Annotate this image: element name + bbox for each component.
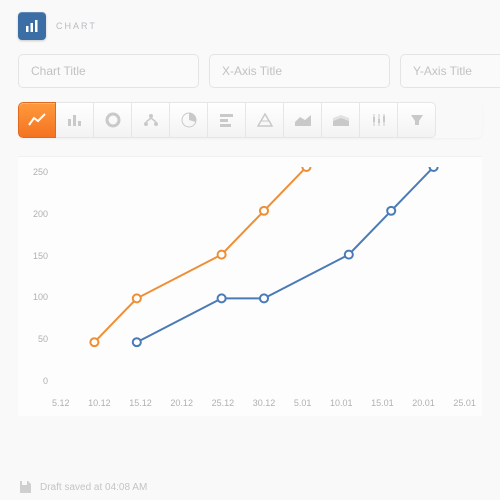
chart-type-hbar[interactable] <box>208 102 246 138</box>
y-tick: 250 <box>18 167 48 177</box>
x-tick: 5.01 <box>294 398 312 408</box>
chart-title-input[interactable] <box>18 54 199 88</box>
y-tick: 200 <box>18 209 48 219</box>
save-icon <box>18 480 32 494</box>
x-tick: 25.01 <box>453 398 476 408</box>
bar-chart-icon <box>67 113 83 127</box>
x-axis-title-input[interactable] <box>209 54 390 88</box>
chart-area: 250 200 150 100 50 0 5.12 10.12 15.12 20… <box>18 156 482 416</box>
plot-svg <box>52 167 476 386</box>
chart-type-hierarchy[interactable] <box>132 102 170 138</box>
x-tick: 20.01 <box>412 398 435 408</box>
y-tick: 50 <box>18 334 48 344</box>
chart-type-funnel[interactable] <box>398 102 436 138</box>
bars-icon <box>25 19 39 33</box>
chart-type-toolbar <box>18 102 482 138</box>
app-icon <box>18 12 46 40</box>
line-chart-icon <box>28 113 46 127</box>
footer: Draft saved at 04:08 AM <box>18 480 147 494</box>
donut-chart-icon <box>105 112 121 128</box>
status-text: Draft saved at 04:08 AM <box>40 482 147 493</box>
chart-type-bar[interactable] <box>56 102 94 138</box>
chart-type-donut[interactable] <box>94 102 132 138</box>
stacked-area-icon <box>332 113 350 127</box>
x-tick: 5.12 <box>52 398 70 408</box>
app-root: CHART <box>0 0 500 500</box>
x-tick: 30.12 <box>253 398 276 408</box>
pie-chart-icon <box>181 112 197 128</box>
pyramid-chart-icon <box>257 113 273 127</box>
y-tick: 0 <box>18 376 48 386</box>
header: CHART <box>18 12 482 40</box>
chart-type-stacked[interactable] <box>322 102 360 138</box>
y-tick: 100 <box>18 292 48 302</box>
chart-type-pyramid[interactable] <box>246 102 284 138</box>
chart-type-area[interactable] <box>284 102 322 138</box>
hierarchy-icon <box>143 113 159 127</box>
funnel-icon <box>410 113 424 127</box>
x-tick: 15.12 <box>129 398 152 408</box>
chart-type-candlestick[interactable] <box>360 102 398 138</box>
x-tick: 25.12 <box>212 398 235 408</box>
header-label: CHART <box>56 21 97 31</box>
title-inputs-row <box>18 54 482 88</box>
chart-type-pie[interactable] <box>170 102 208 138</box>
hbar-chart-icon <box>219 113 235 127</box>
x-tick: 10.01 <box>330 398 353 408</box>
y-tick: 150 <box>18 251 48 261</box>
x-tick: 15.01 <box>371 398 394 408</box>
y-axis-title-input[interactable] <box>400 54 500 88</box>
x-tick: 10.12 <box>88 398 111 408</box>
plot <box>52 167 476 386</box>
x-tick: 20.12 <box>170 398 193 408</box>
candlestick-icon <box>371 113 387 127</box>
chart-type-line[interactable] <box>18 102 56 138</box>
x-axis-labels: 5.12 10.12 15.12 20.12 25.12 30.12 5.01 … <box>52 398 476 408</box>
area-chart-icon <box>294 113 312 127</box>
y-axis-labels: 250 200 150 100 50 0 <box>18 167 48 386</box>
